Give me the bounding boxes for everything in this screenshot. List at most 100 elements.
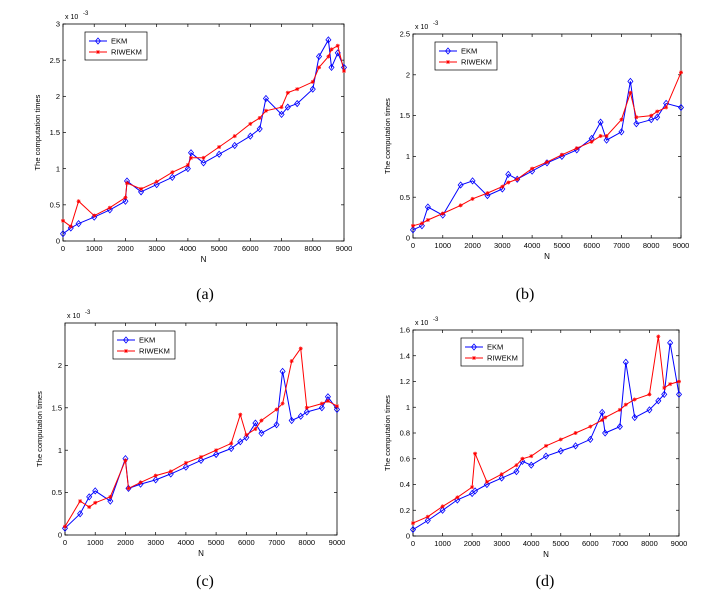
panel-3-riwekm-point bbox=[304, 405, 309, 410]
panel-1-ytick-label: 3 bbox=[56, 20, 60, 29]
panel-4-ekm-point bbox=[599, 408, 606, 417]
panel-3-ekm-point bbox=[303, 408, 310, 416]
panel-3-ekm-point bbox=[237, 438, 244, 446]
panel-1-riwekm-point bbox=[125, 181, 130, 186]
panel-1-riwekm-point bbox=[335, 43, 340, 48]
panel-1-riwekm-point bbox=[107, 205, 112, 210]
panel-4-riwekm-point bbox=[425, 514, 430, 519]
caption-c: (c) bbox=[196, 573, 214, 590]
panel-4-ekm-point bbox=[587, 435, 594, 444]
panel-3-legend-box bbox=[112, 330, 176, 360]
panel-3-xtick-label: 8000 bbox=[298, 538, 315, 547]
panel-4-ekm-point bbox=[655, 397, 662, 405]
panel-2-riwekm-point bbox=[506, 180, 511, 185]
panel-4-ytick-label: 0.4 bbox=[400, 480, 410, 489]
panel-3-ekm-point bbox=[252, 419, 259, 427]
panel-4-riwekm-point bbox=[558, 437, 563, 442]
panel-1-xtick-label: 4000 bbox=[180, 244, 197, 253]
panel-2-ekm-point bbox=[457, 181, 464, 189]
panel-2-riwekm-point bbox=[458, 203, 463, 208]
panel-1-ekm-point bbox=[59, 230, 67, 238]
panel-3-ytick-label: 0.5 bbox=[52, 488, 62, 497]
panel-2-ekm-point bbox=[677, 103, 685, 112]
panel-1-xtick-label: 9000 bbox=[336, 244, 353, 253]
panel-4-legend-marker-ekm bbox=[470, 343, 478, 351]
panel-1-ytick-label: 1.5 bbox=[50, 128, 60, 137]
panel-1-ekm-point bbox=[294, 99, 301, 108]
panel-1-legend-marker-ekm bbox=[94, 37, 102, 45]
panel-3-ekm-point bbox=[197, 456, 205, 465]
panel-4-legend-label-riwekm: RIWEKM bbox=[487, 354, 518, 363]
panel-1-xtick-label: 5000 bbox=[211, 244, 228, 253]
panel-1-ekm-point bbox=[122, 197, 129, 205]
panel-4-xtick-label: 0 bbox=[411, 539, 415, 548]
panel-3-ytick-label: 0 bbox=[58, 531, 62, 540]
panel-1-legend-box bbox=[84, 31, 148, 61]
panel-3-riwekm-point bbox=[335, 404, 339, 409]
panel-4-ytick-label: 0 bbox=[406, 532, 410, 541]
panel-4-ytick-label: 1 bbox=[406, 403, 410, 412]
panel-1-riwekm-point bbox=[201, 155, 206, 160]
panel-3-riwekm-point bbox=[259, 418, 264, 423]
panel-4-ekm-point bbox=[542, 452, 550, 460]
panel-2-ekm-point bbox=[418, 222, 425, 230]
panel-2-riwekm-point bbox=[619, 117, 624, 122]
panel-2-xtick-label: 9000 bbox=[673, 241, 690, 250]
panel-2-riwekm-point bbox=[604, 134, 609, 138]
panel-2-riwekm-point bbox=[655, 109, 660, 114]
panel-2: 0 1000 2000 3000 4000 5000 6000 7000 8000 9000 0 0.… bbox=[383, 21, 689, 261]
panel-3-riwekm-point bbox=[78, 499, 83, 504]
panel-1-riwekm-point bbox=[257, 116, 262, 121]
panel-3-riwekm-point bbox=[108, 494, 113, 499]
panel-4-ekm-point bbox=[557, 447, 564, 455]
panel-2-ytick-label: 0 bbox=[406, 234, 410, 243]
panel-4-ylabel: The computation times bbox=[383, 395, 392, 471]
panel-1-ylabel: The computation times bbox=[33, 94, 42, 170]
panel-2-ekm-point bbox=[627, 77, 634, 85]
panel-1-ekm-point bbox=[231, 141, 238, 150]
panel-1-xtick-label: 2000 bbox=[117, 244, 134, 253]
panel-3-xtick-label: 1000 bbox=[87, 538, 104, 547]
panel-2-ekm-point bbox=[424, 203, 431, 211]
panel-1-riwekm-point bbox=[217, 144, 222, 149]
panel-3-riwekm-point bbox=[199, 454, 203, 459]
panel-4-ekm-point bbox=[667, 339, 674, 347]
panel-3-ekm-point bbox=[152, 476, 159, 484]
panel-3-riwekm-point bbox=[238, 412, 243, 417]
panel-4-ekm-point bbox=[572, 442, 579, 450]
panel-1-ekm-point bbox=[91, 213, 98, 221]
panel-1-ekm-point bbox=[256, 125, 263, 133]
panel-4-ekm-point bbox=[439, 506, 446, 514]
panel-3-xtick-label: 2000 bbox=[117, 538, 134, 547]
panel-4-riwekm-point bbox=[573, 431, 578, 435]
panel-3-ekm-point bbox=[288, 416, 295, 425]
panel-1-riwekm-point bbox=[185, 163, 190, 168]
panel-4-xtick-label: 9000 bbox=[671, 539, 688, 548]
panel-3-legend-label-ekm: EKM bbox=[139, 336, 155, 345]
panel-4-ytick-label: 1.4 bbox=[400, 351, 410, 360]
panel-2-riwekm-point bbox=[425, 218, 430, 223]
panel-2-xtick-label: 1000 bbox=[434, 241, 451, 250]
panel-4-ekm-point bbox=[472, 487, 479, 495]
panel-4-xtick-label: 6000 bbox=[582, 539, 599, 548]
panel-2-riwekm-point bbox=[559, 152, 564, 157]
panel-2-series-riwekm-line bbox=[412, 72, 682, 227]
panel-3-legend-label-riwekm: RIWEKM bbox=[139, 347, 170, 356]
panel-3-ekm-point bbox=[228, 444, 235, 453]
panel-3-exponent-label: x 10 bbox=[67, 313, 80, 320]
panel-1-ekm-point bbox=[216, 150, 223, 158]
panel-4-ekm-point bbox=[646, 406, 653, 414]
panel-3-ekm-point bbox=[107, 497, 114, 505]
panel-4-riwekm-point bbox=[440, 504, 445, 509]
panel-1-ytick-label: 1 bbox=[56, 164, 60, 173]
panel-4-ekm-point bbox=[498, 474, 505, 482]
panel-3-riwekm-point bbox=[168, 469, 173, 474]
panel-2-xtick-label: 4000 bbox=[524, 241, 541, 250]
panel-4-legend-label-ekm: EKM bbox=[487, 343, 503, 352]
panel-3-ylabel: The computation times bbox=[35, 391, 44, 467]
panel-4-xtick-label: 1000 bbox=[434, 539, 451, 548]
panel-4-riwekm-point bbox=[473, 451, 478, 456]
panel-2-legend-label-riwekm: RIWEKM bbox=[461, 58, 492, 67]
